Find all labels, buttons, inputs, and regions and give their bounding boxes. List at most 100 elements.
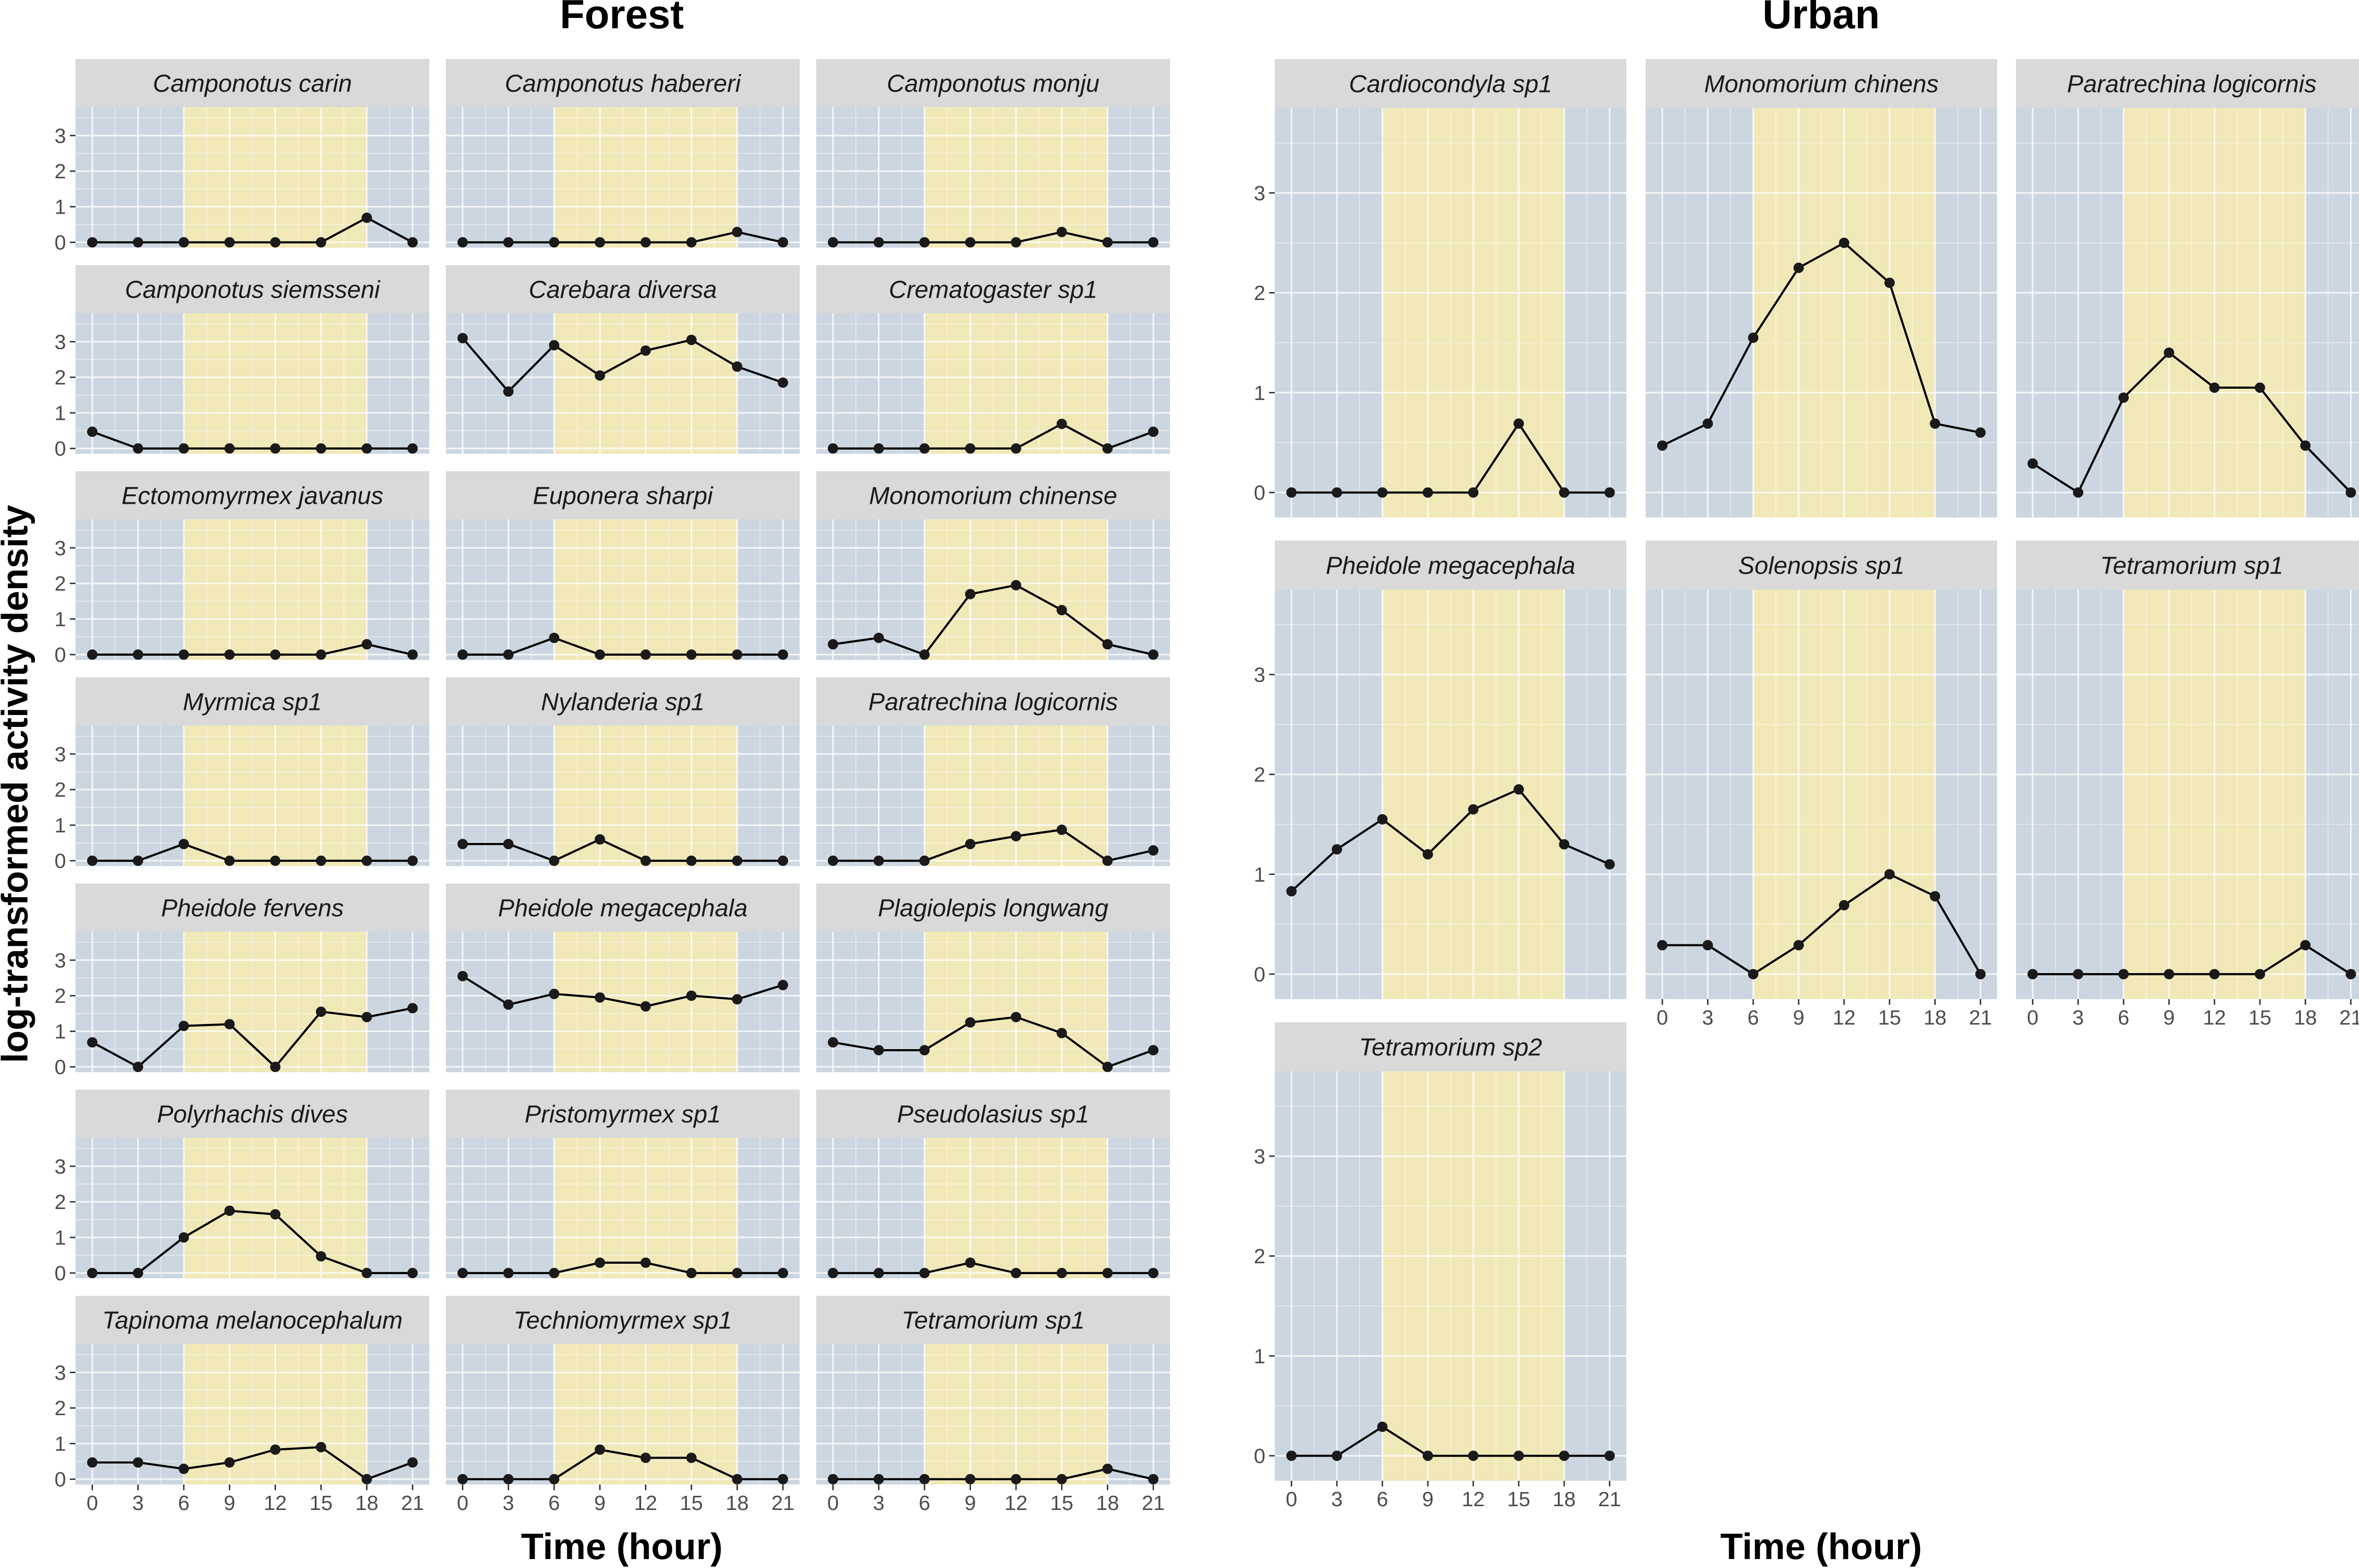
y-tick-label: 0 — [55, 643, 66, 667]
data-point — [778, 237, 788, 248]
data-point — [1559, 487, 1570, 498]
facet-forest-20: Tetramorium sp1 0 3 6 9 12 15 18 21 — [816, 1296, 1170, 1515]
data-point — [594, 834, 605, 845]
data-point — [503, 999, 514, 1010]
night-band — [737, 1344, 800, 1485]
x-tick-label: 6 — [2118, 1006, 2129, 1029]
facet-urban-0: Cardiocondyla sp1 0 1 2 3 — [1254, 59, 1626, 517]
data-point — [1102, 1061, 1113, 1072]
data-point — [640, 855, 651, 866]
data-point — [1748, 332, 1758, 343]
data-point — [640, 1001, 651, 1012]
data-point — [87, 649, 98, 660]
data-point — [407, 649, 418, 660]
facet-title: Euponera sharpi — [533, 483, 713, 510]
data-point — [2164, 969, 2175, 980]
data-point — [778, 980, 788, 991]
facet-strip — [1646, 59, 1997, 108]
facet-strip — [75, 677, 429, 726]
data-point — [316, 649, 326, 660]
night-band — [1107, 1138, 1170, 1278]
y-axis-label: log-transformed activity density — [0, 505, 35, 1063]
data-point — [87, 426, 98, 437]
y-tick-label: 3 — [55, 949, 66, 972]
data-point — [873, 1045, 884, 1056]
data-point — [686, 334, 697, 345]
data-point — [2118, 969, 2129, 980]
night-band — [2016, 108, 2124, 517]
data-point — [1604, 1451, 1615, 1461]
x-tick-label: 12 — [634, 1492, 657, 1515]
data-point — [549, 1474, 560, 1485]
facet-forest-14: Plagiolepis longwang — [816, 884, 1170, 1072]
data-point — [965, 1017, 976, 1028]
data-point — [1286, 1451, 1297, 1461]
night-band — [367, 1344, 429, 1485]
y-tick-label: 2 — [55, 572, 66, 595]
series-line — [92, 431, 413, 450]
x-tick-label: 0 — [457, 1492, 468, 1515]
data-point — [965, 1257, 976, 1268]
x-tick-label: 18 — [1553, 1488, 1576, 1511]
series-line — [462, 636, 783, 656]
facet-strip — [1646, 541, 1997, 590]
data-point — [224, 1019, 235, 1030]
data-point — [1702, 940, 1713, 951]
data-point — [1422, 849, 1433, 860]
data-point — [919, 1268, 930, 1278]
data-point — [1011, 831, 1021, 842]
facet-forest-7: Euponera sharpi — [446, 471, 800, 660]
data-point — [178, 1463, 189, 1474]
data-point — [549, 855, 560, 866]
urban-x-axis-label: Time (hour) — [1720, 1526, 1922, 1567]
data-point — [549, 1268, 560, 1278]
y-tick-label: 1 — [1254, 382, 1265, 405]
facet-forest-11: Paratrechina logicornis — [816, 677, 1170, 866]
x-tick-label: 15 — [1507, 1488, 1531, 1511]
series-line — [92, 643, 413, 656]
x-tick-label: 21 — [401, 1492, 424, 1515]
night-band — [367, 107, 429, 248]
data-point — [316, 1442, 326, 1452]
data-point — [1148, 237, 1159, 248]
data-point — [873, 1474, 884, 1485]
x-tick-label: 9 — [594, 1492, 605, 1515]
data-point — [1011, 580, 1021, 591]
y-tick-label: 2 — [55, 1397, 66, 1420]
facet-strip — [816, 59, 1170, 107]
data-point — [2300, 940, 2311, 951]
data-point — [919, 855, 930, 866]
night-band — [367, 519, 429, 660]
facet-title: Polyrhachis dives — [157, 1101, 348, 1128]
y-tick-label: 2 — [1254, 763, 1265, 786]
data-point — [828, 443, 838, 454]
data-point — [965, 839, 976, 850]
data-point — [1286, 886, 1297, 897]
series-line — [833, 423, 1154, 450]
data-point — [732, 649, 743, 660]
series-line — [1290, 788, 1610, 892]
night-band — [367, 932, 429, 1072]
data-point — [828, 1268, 838, 1278]
data-point — [503, 1474, 514, 1485]
night-band — [1935, 108, 1997, 517]
data-point — [778, 649, 788, 660]
data-point — [361, 855, 372, 866]
facet-strip — [816, 677, 1170, 726]
data-point — [686, 855, 697, 866]
y-tick-label: 0 — [55, 1468, 66, 1491]
data-point — [594, 237, 605, 248]
data-point — [1839, 900, 1849, 910]
y-tick-label: 0 — [55, 1262, 66, 1285]
facet-title: Myrmica sp1 — [183, 689, 322, 716]
x-tick-label: 21 — [1598, 1488, 1621, 1511]
data-point — [594, 370, 605, 381]
facet-strip — [75, 884, 429, 932]
x-tick-label: 3 — [132, 1492, 143, 1515]
data-point — [549, 633, 560, 643]
data-point — [828, 237, 838, 248]
data-point — [640, 1257, 651, 1268]
x-tick-label: 0 — [1656, 1006, 1668, 1029]
